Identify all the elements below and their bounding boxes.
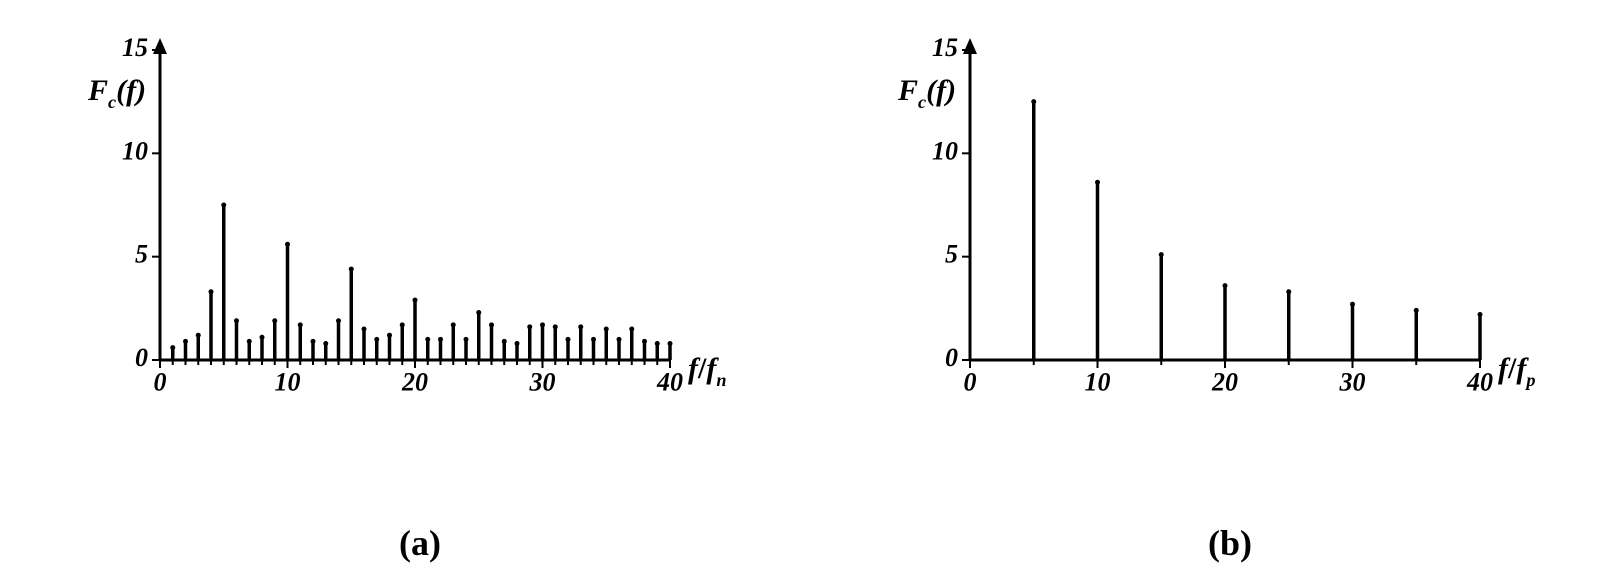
svg-text:10: 10: [275, 367, 301, 396]
svg-text:0: 0: [154, 367, 167, 396]
svg-text:30: 30: [529, 367, 556, 396]
svg-text:40: 40: [1466, 367, 1493, 396]
svg-text:0: 0: [964, 367, 977, 396]
svg-text:0: 0: [135, 343, 148, 372]
svg-text:20: 20: [401, 367, 428, 396]
svg-text:f/fn: f/fn: [688, 352, 726, 390]
svg-text:20: 20: [1211, 367, 1238, 396]
svg-text:f/fp: f/fp: [1498, 352, 1535, 390]
chart-b: 0 10 20 30 40 0 5 10 15 Fc(f) f/fp: [870, 20, 1590, 440]
svg-text:0: 0: [945, 343, 958, 372]
svg-text:10: 10: [1085, 367, 1111, 396]
panel-a: 0 10 20 30 40 0 5 10 15 Fc(f) f/fn: [60, 20, 780, 440]
caption-b: (b): [870, 522, 1590, 564]
chart-a: 0 10 20 30 40 0 5 10 15 Fc(f) f/fn: [60, 20, 780, 440]
caption-a: (a): [60, 522, 780, 564]
svg-text:10: 10: [932, 136, 958, 165]
svg-text:15: 15: [122, 33, 148, 62]
panel-b: 0 10 20 30 40 0 5 10 15 Fc(f) f/fp: [870, 20, 1590, 440]
svg-text:40: 40: [656, 367, 683, 396]
svg-text:5: 5: [135, 240, 148, 269]
svg-text:5: 5: [945, 240, 958, 269]
svg-text:15: 15: [932, 33, 958, 62]
svg-text:30: 30: [1339, 367, 1366, 396]
svg-text:Fc(f): Fc(f): [897, 74, 956, 112]
svg-text:10: 10: [122, 136, 148, 165]
svg-text:Fc(f): Fc(f): [87, 74, 146, 112]
figure: 0 10 20 30 40 0 5 10 15 Fc(f) f/fn 0 10 20 30 40 0 5 10 15…: [0, 0, 1623, 584]
